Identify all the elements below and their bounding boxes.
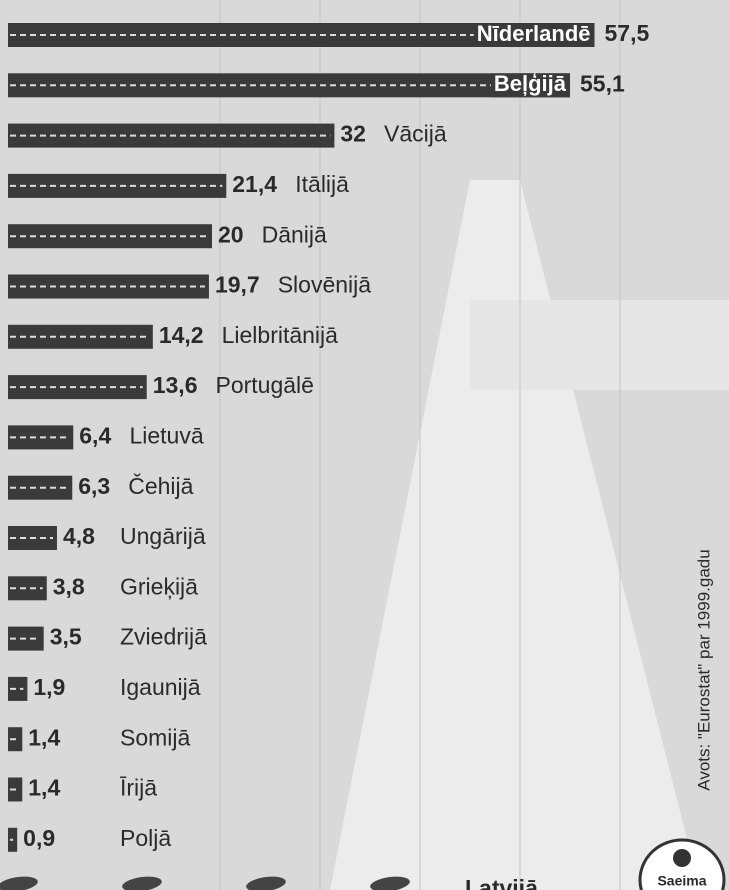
category-label: Nīderlandē [477,21,591,46]
category-label: Vācijā [384,121,447,147]
category-label: Itālijā [295,171,349,197]
value-label: 55,1 [580,70,625,96]
logo-text: Saeima [657,873,706,889]
value-label: 14,2 [159,322,204,348]
category-label: Grieķijā [120,573,198,599]
category-label: Čehijā [128,472,193,499]
category-label: Zviedrijā [120,624,207,650]
value-label: 0,9 [23,825,55,851]
category-label: Īrijā [120,775,157,801]
value-label: 1,4 [28,775,60,801]
value-label: 1,4 [28,724,60,750]
chart: Avots: "Eurostat" par 1999.gadu Saeima N… [0,0,729,890]
category-label: Ungārijā [120,523,206,549]
value-label: 13,6 [153,372,198,398]
category-label: Portugālē [215,372,313,398]
category-label: Lielbritānijā [222,322,339,348]
category-label: Dānijā [262,221,327,247]
category-label: Poljā [120,825,171,851]
category-label: Lietuvā [129,422,203,448]
value-label: 4,8 [63,523,95,549]
value-label: 20 [218,221,244,247]
value-label: 1,9 [33,674,65,700]
category-label: Latvijā [465,875,538,890]
value-label: 57,5 [605,20,650,46]
value-label: 3,8 [53,573,85,599]
road-graphic [470,300,729,390]
category-label: Beļģijā [494,71,567,96]
value-label: 19,7 [215,272,260,298]
category-label: Somijā [120,724,191,750]
bar [8,275,209,299]
category-label: Igaunijā [120,674,201,700]
value-label: 21,4 [232,171,277,197]
value-label: 6,3 [78,473,110,499]
category-label: Slovēnijā [278,272,372,298]
source-note: Avots: "Eurostat" par 1999.gadu [694,549,713,790]
value-label: 6,4 [79,422,111,448]
value-label: 32 [340,121,366,147]
value-label: 3,5 [50,624,82,650]
